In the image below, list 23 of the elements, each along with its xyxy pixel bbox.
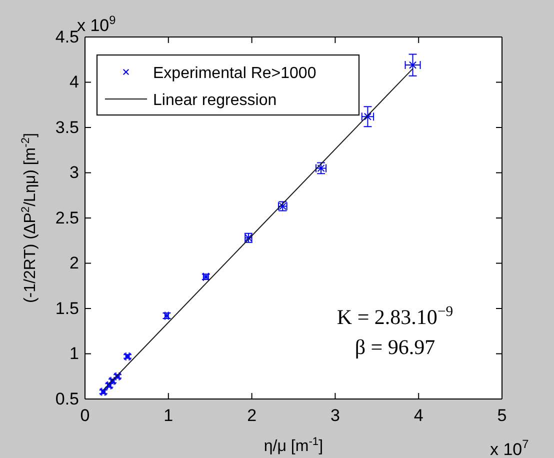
point <box>408 61 417 69</box>
y-tick-label: 1.5 <box>55 298 79 318</box>
text: x 10$^{9}$ <box>77 13 116 35</box>
text: x 10$^{7}$ <box>490 437 530 458</box>
x-tick-label: 3 <box>330 406 340 426</box>
y-tick-label: 0.5 <box>55 389 79 408</box>
legend-label: Linear regression <box>153 92 277 109</box>
y-tick-label: 4 <box>70 72 79 92</box>
x-tick-label: 5 <box>497 406 507 426</box>
x-tick-label: 0 <box>80 406 90 426</box>
y-tick-label: 3.5 <box>55 118 79 137</box>
annotation: K = 2.83.10$^{−9}$ <box>336 304 454 329</box>
annotation: β = 96.97 <box>354 335 436 359</box>
y-tick-label: 1 <box>70 344 79 364</box>
y-tick-label: 2.5 <box>55 208 79 228</box>
y-tick-label: 2 <box>70 254 79 273</box>
y-tick-label: 3 <box>70 163 79 182</box>
x-tick-label: 1 <box>164 406 174 426</box>
y-tick-label: 4.5 <box>55 27 79 46</box>
legend-label: Experimental Re>1000 <box>153 65 316 82</box>
x-tick-label: 2 <box>247 406 257 426</box>
x-tick-label: 4 <box>414 406 424 426</box>
x-axis-title: η/μ [m$^{-1}$] <box>264 436 324 455</box>
